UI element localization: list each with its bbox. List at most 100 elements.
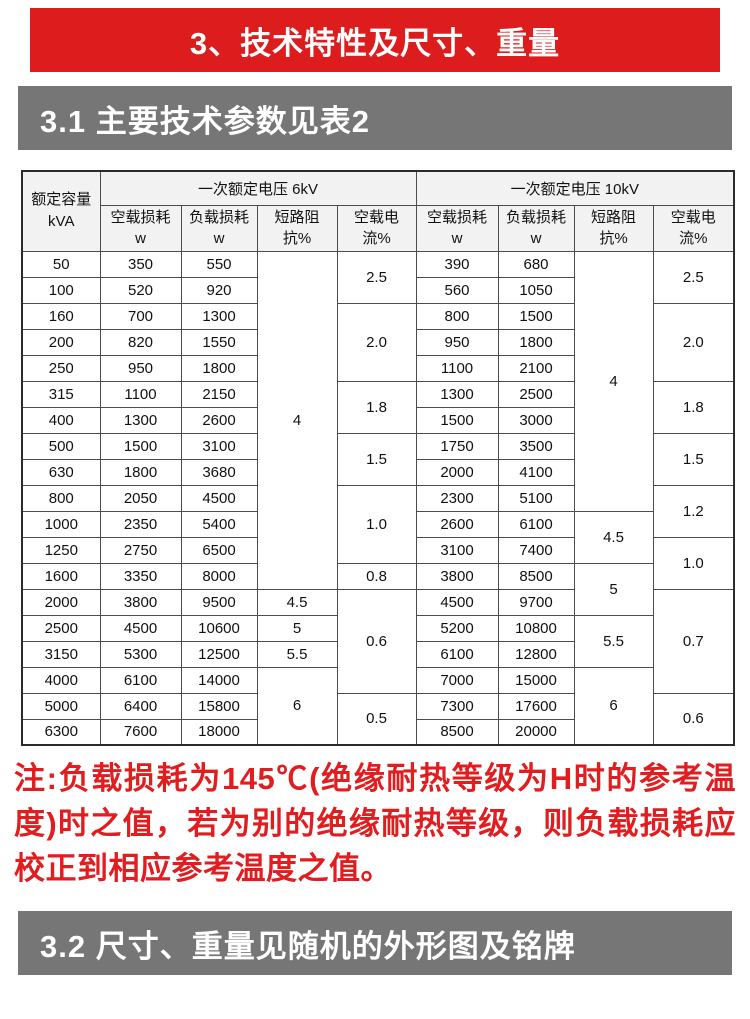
cell-impedance-6kv: 5 (256, 614, 338, 642)
cell-capacity: 630 (21, 458, 101, 486)
cell-load-loss-6kv: 14000 (180, 666, 258, 694)
table-row: 630 1800 3680 2000 4100 (21, 458, 734, 486)
cell-capacity: 1250 (21, 536, 101, 564)
cell-noload-current-6kv: 1.5 (336, 432, 417, 486)
cell-impedance-10kv: 4.5 (573, 510, 654, 564)
cell-load-loss-10kv: 1800 (497, 328, 575, 356)
cell-noload-loss-6kv: 6100 (99, 666, 182, 694)
table-row: 2000 3800 9500 4.5 0.6 4500 9700 0.7 (21, 588, 735, 694)
col-header-6kv: 空载电 流% (336, 204, 417, 252)
cell-capacity: 1600 (21, 562, 101, 590)
cell-load-loss-6kv: 10600 (180, 614, 258, 642)
col-header-10kv: 短路阻 抗% (573, 204, 654, 252)
cell-noload-current-10kv: 2.5 (652, 250, 735, 304)
table-row: 100 520 920 560 1050 (21, 276, 734, 304)
cell-load-loss-6kv: 6500 (180, 536, 258, 564)
cell-noload-loss-6kv: 520 (99, 276, 182, 304)
cell-noload-loss-6kv: 7600 (99, 718, 182, 746)
cell-noload-loss-10kv: 6100 (415, 640, 499, 668)
cell-capacity: 400 (21, 406, 101, 434)
cell-noload-loss-6kv: 700 (99, 302, 182, 330)
cell-load-loss-6kv: 8000 (180, 562, 258, 590)
cell-capacity: 500 (21, 432, 101, 460)
cell-load-loss-6kv: 2600 (180, 406, 258, 434)
cell-noload-loss-10kv: 1300 (415, 380, 499, 408)
table-row: 1600 3350 8000 0.8 3800 8500 5 (21, 562, 734, 616)
table-row: 5000 6400 15800 0.5 7300 17600 0.6 (21, 692, 735, 746)
cell-noload-loss-6kv: 4500 (99, 614, 182, 642)
cell-load-loss-10kv: 17600 (497, 692, 575, 720)
table-sub-header-row: 空载损耗 w 负载损耗 w 短路阻 抗% 空载电 流% 空载损耗 w 负载损耗 w 短路阻 抗% 空载电 流% (22, 204, 735, 252)
cell-capacity: 3150 (21, 640, 101, 668)
cell-noload-current-10kv: 1.0 (652, 536, 735, 590)
cell-noload-loss-6kv: 3800 (99, 588, 182, 616)
cell-load-loss-6kv: 2150 (180, 380, 258, 408)
cell-load-loss-10kv: 2500 (497, 380, 575, 408)
cell-load-loss-10kv: 20000 (497, 718, 575, 746)
cell-capacity: 2000 (21, 588, 101, 616)
cell-load-loss-6kv: 12500 (180, 640, 258, 668)
cell-load-loss-10kv: 1500 (497, 302, 575, 330)
cell-load-loss-10kv: 10800 (497, 614, 575, 642)
table-body: 50 350 550 4 2.5 390 680 4 2.5 100 520 920 560 1050 16… (21, 250, 735, 746)
cell-load-loss-10kv: 3000 (497, 406, 575, 434)
capacity-column-header: 额定容量 kVA (21, 170, 101, 252)
col-header-6kv: 负载损耗 w (180, 204, 258, 252)
group-header-10kv: 一次额定电压 10kV (415, 170, 735, 206)
cell-noload-loss-10kv: 3100 (415, 536, 499, 564)
cell-noload-current-10kv: 0.7 (652, 588, 735, 694)
cell-load-loss-10kv: 7400 (497, 536, 575, 564)
technical-parameters-table: 额定容量 kVA 一次额定电压 6kV 一次额定电压 10kV 空载损耗 w 负载损… (21, 170, 736, 746)
cell-noload-current-6kv: 1.8 (336, 380, 417, 434)
cell-capacity: 100 (21, 276, 101, 304)
cell-noload-loss-6kv: 1800 (99, 458, 182, 486)
col-header-10kv: 空载电 流% (652, 204, 735, 252)
table-row: 200 820 1550 950 1800 (21, 328, 734, 356)
cell-noload-loss-10kv: 7300 (415, 692, 499, 720)
cell-noload-loss-6kv: 6400 (99, 692, 182, 720)
cell-load-loss-6kv: 5400 (180, 510, 258, 538)
cell-load-loss-10kv: 6100 (497, 510, 575, 538)
table-row: 400 1300 2600 1500 3000 (21, 406, 734, 434)
section-3-title: 3、技术特性及尺寸、重量 (189, 25, 561, 61)
cell-noload-loss-6kv: 2750 (99, 536, 182, 564)
cell-load-loss-6kv: 1300 (180, 302, 258, 330)
cell-load-loss-10kv: 680 (497, 250, 575, 278)
cell-noload-loss-10kv: 7000 (415, 666, 499, 694)
cell-capacity: 1000 (21, 510, 101, 538)
table-row: 160 700 1300 2.0 800 1500 2.0 (21, 302, 735, 382)
table-row: 250 950 1800 1100 2100 (21, 354, 734, 382)
cell-noload-loss-10kv: 5200 (415, 614, 499, 642)
subsection-3-2-banner: 3.2 尺寸、重量见随机的外形图及铭牌 (18, 911, 732, 975)
table-row: 2500 4500 10600 5 5200 10800 5.5 (21, 614, 734, 668)
cell-impedance-10kv: 4 (573, 250, 654, 512)
cell-noload-current-10kv: 0.6 (652, 692, 735, 746)
cell-impedance-6kv: 5.5 (256, 640, 338, 668)
cell-noload-current-6kv: 0.6 (336, 588, 417, 694)
cell-noload-loss-10kv: 1750 (415, 432, 499, 460)
cell-load-loss-6kv: 3680 (180, 458, 258, 486)
cell-noload-loss-10kv: 1500 (415, 406, 499, 434)
cell-load-loss-6kv: 1550 (180, 328, 258, 356)
document-page: 3、技术特性及尺寸、重量 3.1 主要技术参数见表2 额定容量 kVA 一次额定… (0, 8, 750, 1019)
cell-noload-loss-10kv: 560 (415, 276, 499, 304)
subsection-3-1-title: 3.1 主要技术参数见表2 (40, 103, 370, 139)
cell-capacity: 800 (21, 484, 101, 512)
cell-noload-loss-10kv: 800 (415, 302, 499, 330)
cell-capacity: 6300 (21, 718, 101, 746)
cell-noload-loss-10kv: 2600 (415, 510, 499, 538)
table-group-header-row: 额定容量 kVA 一次额定电压 6kV 一次额定电压 10kV (21, 170, 735, 252)
cell-load-loss-10kv: 15000 (497, 666, 575, 694)
subsection-3-1-banner: 3.1 主要技术参数见表2 (18, 86, 732, 150)
cell-load-loss-10kv: 4100 (497, 458, 575, 486)
cell-noload-current-10kv: 1.2 (652, 484, 735, 538)
cell-load-loss-6kv: 1800 (180, 354, 258, 382)
col-header-10kv: 负载损耗 w (497, 204, 575, 252)
cell-load-loss-6kv: 920 (180, 276, 258, 304)
cell-noload-loss-10kv: 390 (415, 250, 499, 278)
cell-noload-current-6kv: 0.8 (336, 562, 417, 590)
col-header-10kv: 空载损耗 w (415, 204, 499, 252)
cell-load-loss-10kv: 8500 (497, 562, 575, 590)
cell-capacity: 5000 (21, 692, 101, 720)
cell-impedance-10kv: 5.5 (573, 614, 654, 668)
